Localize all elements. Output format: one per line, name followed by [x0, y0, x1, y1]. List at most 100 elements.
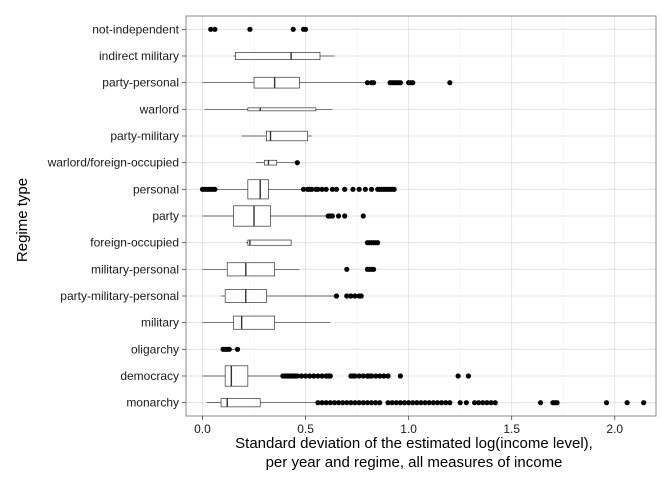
box-military — [202, 315, 331, 330]
outlier-point — [327, 400, 333, 406]
outlier-point — [624, 400, 630, 406]
outlier-point — [381, 373, 387, 379]
outlier-point — [212, 186, 218, 192]
outlier-point — [342, 186, 348, 192]
outlier-point — [329, 213, 335, 219]
y-tick-label: military — [141, 316, 179, 330]
outlier-point — [406, 400, 412, 406]
outlier-point — [426, 400, 432, 406]
outlier-point — [340, 400, 346, 406]
box-iqr — [247, 179, 269, 200]
outlier-point — [373, 400, 379, 406]
outlier-point — [641, 400, 647, 406]
box-foreign-occupied — [245, 239, 292, 246]
box-iqr — [220, 398, 261, 408]
outlier-point — [364, 80, 371, 86]
outlier-point — [397, 80, 403, 86]
outlier-point — [356, 400, 362, 406]
box-iqr — [233, 205, 271, 227]
outlier-point — [373, 373, 379, 379]
x-tick-label: 1.0 — [400, 422, 417, 436]
outlier-point — [434, 400, 441, 406]
box-iqr — [233, 315, 275, 330]
y-tick-label: party-personal — [102, 76, 179, 90]
outlier-point — [360, 213, 366, 219]
outlier-point — [455, 373, 461, 379]
outlier-point — [457, 400, 463, 406]
outlier-point — [315, 186, 321, 192]
outlier-point — [331, 400, 338, 406]
y-tick-label: oligarchy — [131, 342, 179, 356]
outlier-point — [212, 26, 218, 32]
outlier-point — [370, 266, 377, 272]
x-axis-title-line1: Standard deviation of the estimated log(… — [235, 435, 593, 452]
outlier-point — [234, 346, 241, 352]
box-party-military — [241, 130, 312, 142]
box-indirect-military — [233, 52, 335, 60]
outlier-point — [439, 400, 445, 406]
outlier-point — [410, 80, 416, 86]
outlier-point — [430, 400, 436, 406]
x-tick-label: 0.5 — [297, 422, 314, 436]
outlier-point — [397, 400, 403, 406]
box-layer — [202, 52, 368, 408]
outlier-point — [488, 400, 494, 406]
outlier-point — [333, 293, 340, 299]
outlier-point — [368, 400, 375, 406]
outlier-point — [344, 266, 350, 272]
outlier-point — [311, 373, 317, 379]
outlier-point — [302, 26, 309, 32]
y-tick-label: indirect military — [99, 49, 179, 63]
outlier-point — [377, 400, 383, 406]
box-iqr — [226, 262, 275, 277]
y-tick-labels: not-independent indirect military party-pe… — [47, 22, 186, 410]
box-party — [202, 205, 327, 227]
outlier-point — [393, 400, 399, 406]
box-iqr — [247, 107, 317, 112]
outlier-point — [362, 186, 368, 192]
outlier-point — [418, 400, 424, 406]
outlier-point — [554, 400, 560, 406]
outlier-point — [350, 186, 356, 192]
outlier-point — [391, 186, 397, 192]
outlier-point — [335, 213, 342, 219]
outlier-point — [410, 400, 416, 406]
box-iqr — [247, 239, 292, 246]
box-iqr — [224, 365, 249, 387]
outlier-point — [356, 373, 362, 379]
outlier-point — [397, 373, 403, 379]
outlier-point — [315, 400, 321, 406]
outlier-point — [370, 80, 377, 86]
outlier-point — [447, 80, 453, 86]
outlier-point — [323, 400, 329, 406]
outlier-point — [319, 400, 325, 406]
box-warlord-foreign-occupied — [256, 159, 296, 166]
outlier-point — [344, 400, 350, 406]
outlier-point — [356, 186, 362, 192]
outlier-point — [309, 186, 315, 192]
x-tick-labels: 0.0 0.5 1.0 1.5 2.0 — [194, 416, 623, 436]
outlier-point — [294, 373, 300, 379]
outlier-point — [319, 186, 325, 192]
outlier-point — [352, 373, 358, 379]
outlier-point — [360, 373, 366, 379]
y-tick-label: monarchy — [126, 396, 179, 410]
box-warlord — [204, 107, 333, 112]
outlier-point — [368, 186, 375, 192]
outlier-point — [302, 373, 309, 379]
box-iqr — [253, 76, 300, 89]
outlier-point — [335, 400, 342, 406]
outlier-point — [463, 400, 469, 406]
y-tick-label: party — [152, 209, 179, 223]
outlier-point — [360, 400, 366, 406]
outlier-point — [484, 400, 490, 406]
y-axis-title: Regime type — [14, 178, 31, 262]
outlier-point — [329, 186, 335, 192]
outlier-point — [298, 373, 305, 379]
y-tick-label: party-military-personal — [60, 289, 179, 303]
box-iqr — [263, 159, 278, 166]
outlier-point — [307, 373, 313, 379]
box-military-personal — [202, 262, 300, 277]
outlier-point — [422, 400, 428, 406]
